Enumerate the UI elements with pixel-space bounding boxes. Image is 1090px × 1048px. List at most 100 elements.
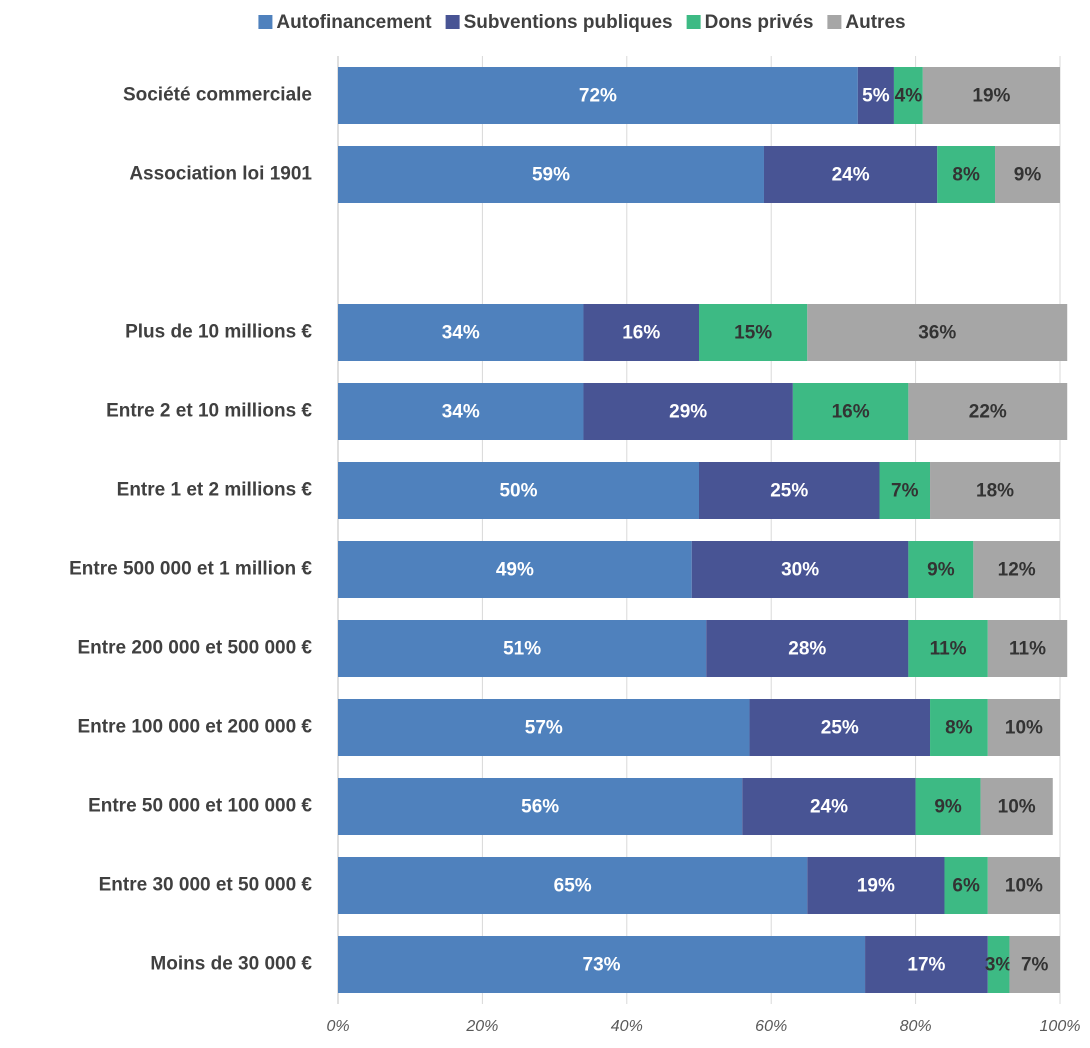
bar-segment	[583, 304, 699, 361]
bar-segment	[338, 383, 584, 440]
category-label: Entre 2 et 10 millions €	[106, 401, 312, 422]
value-label: 10%	[1005, 876, 1043, 897]
value-label: 9%	[934, 797, 962, 818]
category-label: Entre 30 000 et 50 000 €	[99, 875, 313, 896]
bar-segment	[699, 462, 880, 519]
bar-segment	[987, 857, 1060, 914]
x-tick-label: 0%	[326, 1018, 349, 1035]
value-label: 57%	[525, 718, 563, 739]
bar-segment	[583, 383, 793, 440]
bar-segment	[937, 146, 996, 203]
value-label: 12%	[998, 560, 1036, 581]
value-label: 19%	[857, 876, 895, 897]
category-label: Entre 200 000 et 500 000 €	[77, 638, 312, 659]
value-label: 7%	[1021, 955, 1049, 976]
bar-segment	[763, 146, 938, 203]
category-label: Société commerciale	[123, 85, 312, 106]
bar-segment	[742, 778, 916, 835]
legend-label: Subventions publiques	[464, 12, 673, 33]
bar-segment	[908, 383, 1068, 440]
value-label: 10%	[1005, 718, 1043, 739]
legend-swatch	[445, 15, 460, 29]
value-label: 11%	[930, 639, 967, 660]
value-label: 8%	[945, 718, 973, 739]
bar-segment	[338, 304, 584, 361]
bar-segment	[930, 699, 988, 756]
category-label: Association loi 1901	[129, 164, 312, 185]
value-label: 6%	[952, 876, 980, 897]
value-label: 3%	[985, 955, 1013, 976]
bar-segment	[930, 462, 1060, 519]
legend-swatch	[827, 15, 842, 29]
value-label: 24%	[832, 165, 870, 186]
value-label: 49%	[496, 560, 534, 581]
value-label: 51%	[503, 639, 541, 660]
value-label: 4%	[895, 86, 923, 107]
x-tick-label: 80%	[900, 1018, 932, 1035]
value-label: 36%	[918, 323, 956, 344]
bar-segment	[995, 146, 1060, 203]
value-label: 22%	[969, 402, 1007, 423]
bar-segment	[691, 541, 909, 598]
x-tick-label: 40%	[611, 1018, 643, 1035]
value-label: 9%	[1014, 165, 1042, 186]
bar-segment	[915, 778, 981, 835]
bar-segment	[338, 857, 808, 914]
value-label: 73%	[583, 955, 621, 976]
bar-segment	[706, 620, 909, 677]
bar-segment	[338, 699, 750, 756]
bar-segment	[893, 67, 923, 124]
category-label: Moins de 30 000 €	[150, 954, 312, 975]
category-label: Plus de 10 millions €	[125, 322, 312, 343]
bar-segment	[987, 936, 1010, 993]
value-label: 29%	[669, 402, 707, 423]
category-label: Entre 1 et 2 millions €	[117, 480, 313, 501]
legend-label: Dons privés	[705, 12, 814, 33]
value-label: 30%	[781, 560, 819, 581]
bar-segment	[338, 936, 866, 993]
bar-segment	[944, 857, 988, 914]
bar-segment	[922, 67, 1060, 124]
bar-segment	[338, 67, 858, 124]
legend-label: Autres	[845, 12, 905, 33]
value-label: 72%	[579, 86, 617, 107]
legend-swatch	[258, 15, 273, 29]
bar-segment	[973, 541, 1060, 598]
value-label: 24%	[810, 797, 848, 818]
bar-segment	[338, 541, 692, 598]
bar-segment	[338, 620, 707, 677]
bar-segment	[857, 67, 894, 124]
bar-segment	[865, 936, 988, 993]
legend-swatch	[686, 15, 701, 29]
bar-segment	[908, 541, 974, 598]
value-label: 5%	[862, 86, 890, 107]
bar-segment	[987, 699, 1060, 756]
value-label: 65%	[554, 876, 592, 897]
x-tick-label: 100%	[1040, 1018, 1081, 1035]
bar-segment	[807, 304, 1068, 361]
value-label: 8%	[952, 165, 980, 186]
value-label: 17%	[907, 955, 945, 976]
value-label: 10%	[998, 797, 1036, 818]
category-label: Entre 100 000 et 200 000 €	[77, 717, 312, 738]
value-label: 18%	[976, 481, 1014, 502]
value-label: 9%	[927, 560, 955, 581]
value-label: 28%	[788, 639, 826, 660]
value-label: 34%	[442, 323, 480, 344]
value-label: 34%	[442, 402, 480, 423]
x-tick-label: 20%	[465, 1018, 498, 1035]
value-label: 15%	[734, 323, 772, 344]
bar-segment	[980, 778, 1053, 835]
value-label: 16%	[832, 402, 870, 423]
bar-segment	[749, 699, 931, 756]
category-label: Entre 500 000 et 1 million €	[69, 559, 312, 580]
value-label: 50%	[499, 481, 537, 502]
value-label: 16%	[622, 323, 660, 344]
value-label: 11%	[1009, 639, 1046, 660]
bar-segment	[699, 304, 808, 361]
value-label: 19%	[972, 86, 1010, 107]
bar-segment	[987, 620, 1068, 677]
bar-segment	[338, 146, 764, 203]
bar-segment	[879, 462, 931, 519]
